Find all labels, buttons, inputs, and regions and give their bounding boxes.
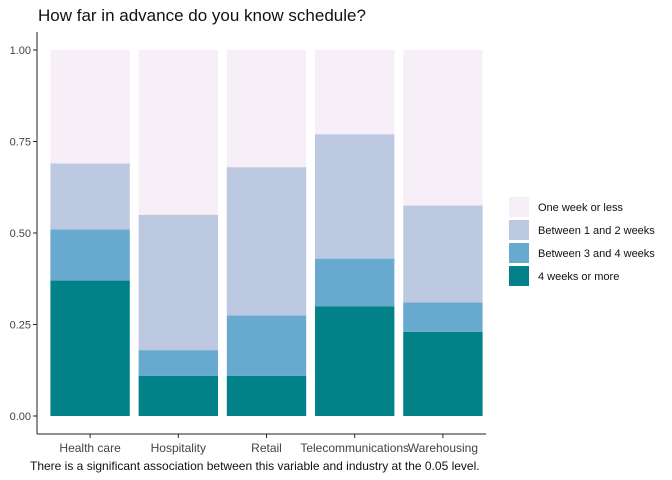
bar-hospitality-series-3	[138, 50, 218, 215]
legend-label: 4 weeks or more	[538, 271, 619, 283]
chart-caption: There is a significant association betwe…	[30, 459, 480, 473]
y-tick-label: 0.50	[10, 228, 31, 240]
bar-retail-series-3	[226, 50, 307, 168]
bar-health-care-series-1	[50, 229, 130, 281]
bar-telecommunications-series-1	[315, 258, 395, 307]
legend-swatch	[509, 243, 529, 263]
bar-health-care-series-2	[50, 163, 130, 230]
x-tick-label: Hospitality	[151, 441, 206, 455]
bar-retail-series-0	[226, 375, 307, 416]
bar-telecommunications-series-2	[315, 134, 395, 259]
chart-title: How far in advance do you know schedule?	[38, 6, 366, 25]
legend-label: Between 1 and 2 weeks	[538, 225, 655, 237]
y-tick-label: 0.75	[10, 137, 31, 149]
bar-warehousing-series-1	[403, 302, 483, 332]
legend-swatch	[509, 220, 529, 240]
bar-hospitality-series-0	[138, 375, 218, 416]
x-tick-label: Retail	[251, 441, 282, 455]
bar-hospitality-series-2	[138, 214, 218, 351]
x-axis-ticks: Health care Hospitality Retail Telecommunic…	[59, 434, 478, 455]
y-axis-ticks: 0.00 0.25 0.50 0.75 1.00	[10, 45, 37, 423]
legend-swatch	[509, 266, 529, 286]
legend-label: Between 3 and 4 weeks	[538, 248, 655, 260]
bars-layer	[50, 50, 483, 416]
bar-hospitality-series-1	[138, 350, 218, 376]
x-tick-label: Telecommunications	[300, 441, 409, 455]
y-tick-label: 0.00	[10, 411, 31, 423]
bar-retail-series-1	[226, 315, 307, 376]
bar-warehousing-series-3	[403, 50, 483, 206]
x-tick-label: Health care	[59, 441, 121, 455]
y-tick-label: 0.25	[10, 320, 31, 332]
legend-label: One week or less	[538, 202, 623, 214]
legend: One week or less Between 1 and 2 weeks Bet…	[509, 197, 655, 286]
bar-warehousing-series-0	[403, 331, 483, 416]
x-tick-label: Warehousing	[408, 441, 478, 455]
bar-telecommunications-series-3	[315, 50, 395, 135]
y-tick-label: 1.00	[10, 45, 31, 57]
bar-warehousing-series-2	[403, 205, 483, 303]
bar-health-care-series-3	[50, 50, 130, 164]
legend-swatch	[509, 197, 529, 217]
bar-health-care-series-0	[50, 280, 130, 416]
bar-retail-series-2	[226, 167, 307, 316]
bar-telecommunications-series-0	[315, 306, 395, 416]
